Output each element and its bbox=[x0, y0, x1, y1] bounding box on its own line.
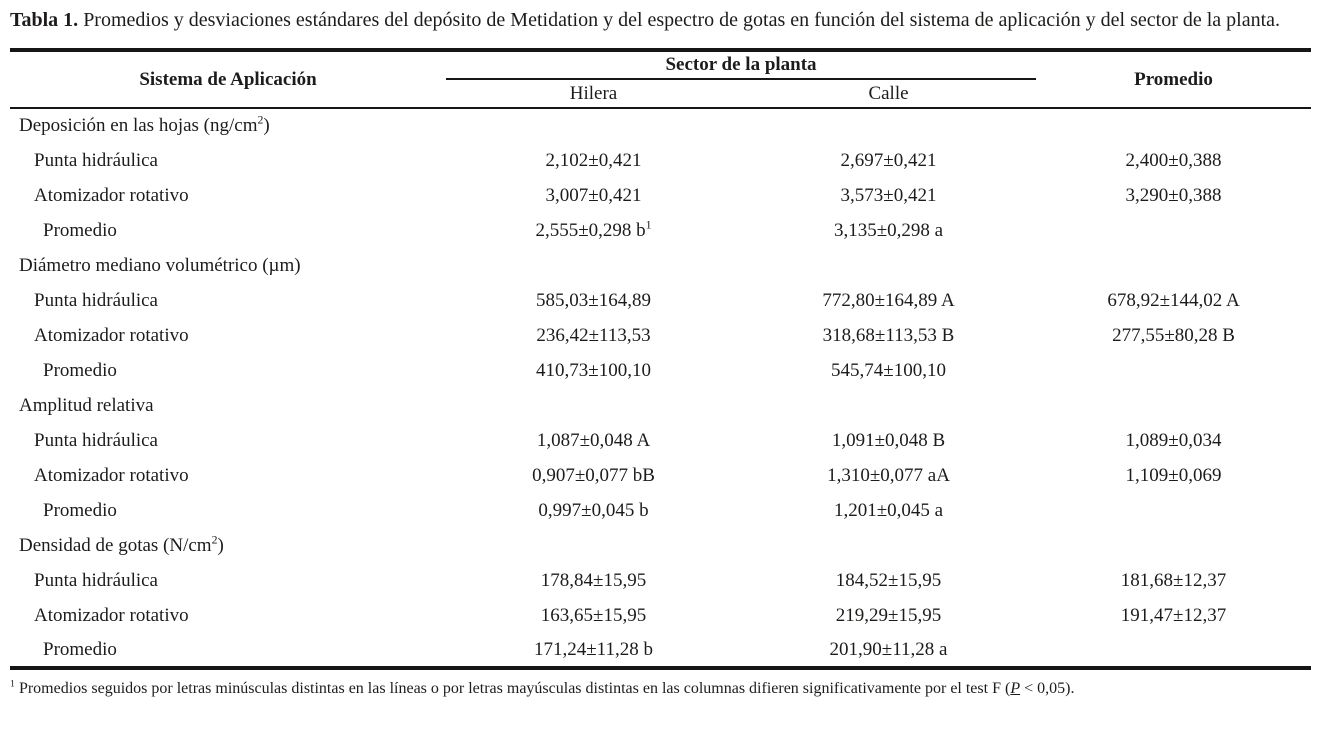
table-row: Atomizador rotativo 3,007±0,421 3,573±0,42… bbox=[10, 178, 1311, 213]
table-caption-label: Tabla 1. bbox=[10, 9, 79, 31]
value-cell-calle: 2,697±0,421 bbox=[840, 149, 937, 171]
value-cell-promedio bbox=[1036, 213, 1311, 248]
value-cell-hilera: 2,555±0,298 b1 bbox=[535, 218, 652, 241]
column-header-calle: Calle bbox=[868, 82, 909, 104]
row-label: Punta hidráulica bbox=[34, 149, 158, 171]
value-cell-hilera: 2,102±0,421 bbox=[545, 149, 642, 171]
value-cell-calle: 1,310±0,077 aA bbox=[827, 464, 950, 486]
value-cell-calle: 201,90±11,28 a bbox=[829, 638, 948, 660]
row-label: Promedio bbox=[43, 359, 117, 381]
value-cell-promedio: 181,68±12,37 bbox=[1120, 569, 1227, 591]
value-cell-promedio bbox=[1036, 493, 1311, 528]
value-cell-promedio bbox=[1036, 633, 1311, 668]
table-header: Sistema de Aplicación Sector de la plant… bbox=[10, 50, 1311, 108]
table-row: Promedio 171,24±11,28 b 201,90±11,28 a bbox=[10, 633, 1311, 668]
value-cell-hilera: 163,65±15,95 bbox=[540, 604, 647, 626]
column-header-sector: Sector de la planta bbox=[446, 50, 1036, 80]
table-row: Atomizador rotativo 0,907±0,077 bB 1,310±0… bbox=[10, 458, 1311, 493]
table-caption-text: Promedios y desviaciones estándares del … bbox=[78, 9, 1281, 31]
value-cell-calle: 318,68±113,53 B bbox=[822, 324, 955, 346]
section-header-row: Deposición en las hojas (ng/cm2) bbox=[10, 108, 1311, 143]
value-cell-promedio: 678,92±144,02 A bbox=[1107, 289, 1240, 311]
column-header-promedio: Promedio bbox=[1134, 68, 1213, 90]
section-title: Densidad de gotas (N/cm2) bbox=[19, 533, 224, 556]
section-header-row: Diámetro mediano volumétrico (µm) bbox=[10, 248, 1311, 283]
value-cell-hilera: 171,24±11,28 b bbox=[534, 638, 653, 660]
data-table: Sistema de Aplicación Sector de la plant… bbox=[10, 48, 1311, 670]
section-header-row: Amplitud relativa bbox=[10, 388, 1311, 423]
table-row: Punta hidráulica 585,03±164,89 772,80±164,… bbox=[10, 283, 1311, 318]
row-label: Punta hidráulica bbox=[34, 429, 158, 451]
value-cell-hilera: 585,03±164,89 bbox=[536, 289, 651, 311]
table-row: Atomizador rotativo 236,42±113,53 318,68±1… bbox=[10, 318, 1311, 353]
footnote-marker: 1 bbox=[10, 678, 15, 690]
value-cell-hilera: 0,997±0,045 b bbox=[538, 499, 649, 521]
row-label: Atomizador rotativo bbox=[34, 324, 189, 346]
column-header-sistema: Sistema de Aplicación bbox=[139, 68, 317, 90]
row-label: Promedio bbox=[43, 499, 117, 521]
value-cell-hilera: 0,907±0,077 bB bbox=[532, 464, 655, 486]
column-header-hilera: Hilera bbox=[569, 82, 618, 104]
table-caption: Tabla 1. Promedios y desviaciones estánd… bbox=[10, 7, 1311, 33]
table-row: Promedio 0,997±0,045 b 1,201±0,045 a bbox=[10, 493, 1311, 528]
footnote-text: Promedios seguidos por letras minúsculas… bbox=[14, 680, 1011, 697]
value-cell-calle: 3,573±0,421 bbox=[840, 184, 937, 206]
value-cell-promedio: 1,109±0,069 bbox=[1125, 464, 1222, 486]
table-row: Punta hidráulica 178,84±15,95 184,52±15,95… bbox=[10, 563, 1311, 598]
value-cell-calle: 184,52±15,95 bbox=[835, 569, 942, 591]
header-row-sub: Hilera Calle bbox=[10, 79, 1311, 108]
value-cell-hilera: 3,007±0,421 bbox=[545, 184, 642, 206]
value-cell-calle: 545,74±100,10 bbox=[831, 359, 946, 381]
row-label: Punta hidráulica bbox=[34, 569, 158, 591]
table-body: Deposición en las hojas (ng/cm2) Punta hi… bbox=[10, 108, 1311, 668]
value-cell-hilera: 1,087±0,048 A bbox=[536, 429, 651, 451]
value-cell-promedio: 1,089±0,034 bbox=[1125, 429, 1222, 451]
value-cell-promedio: 277,55±80,28 B bbox=[1112, 324, 1235, 346]
section-title: Amplitud relativa bbox=[19, 394, 154, 416]
row-label: Atomizador rotativo bbox=[34, 184, 189, 206]
value-cell-hilera: 236,42±113,53 bbox=[536, 324, 651, 346]
value-cell-calle: 219,29±15,95 bbox=[835, 604, 942, 626]
header-row-group: Sistema de Aplicación Sector de la plant… bbox=[10, 50, 1311, 90]
row-label: Punta hidráulica bbox=[34, 289, 158, 311]
footnote-p-symbol: P bbox=[1010, 680, 1021, 697]
superscript: 2 bbox=[211, 533, 218, 547]
section-title: Diámetro mediano volumétrico (µm) bbox=[19, 254, 301, 276]
value-cell-promedio: 191,47±12,37 bbox=[1120, 604, 1227, 626]
value-cell-promedio: 2,400±0,388 bbox=[1125, 149, 1222, 171]
value-cell-promedio bbox=[1036, 353, 1311, 388]
value-cell-calle: 1,091±0,048 B bbox=[831, 429, 946, 451]
row-label: Atomizador rotativo bbox=[34, 464, 189, 486]
value-cell-hilera: 410,73±100,10 bbox=[536, 359, 651, 381]
superscript: 1 bbox=[645, 218, 652, 232]
section-header-row: Densidad de gotas (N/cm2) bbox=[10, 528, 1311, 563]
footnote: 1 Promedios seguidos por letras minúscul… bbox=[10, 679, 1311, 699]
table-row: Promedio 410,73±100,10 545,74±100,10 bbox=[10, 353, 1311, 388]
superscript: 2 bbox=[257, 113, 264, 127]
value-cell-calle: 772,80±164,89 A bbox=[822, 289, 955, 311]
footnote-text-end: < 0,05). bbox=[1020, 680, 1075, 697]
row-label: Promedio bbox=[43, 219, 117, 241]
value-cell-promedio: 3,290±0,388 bbox=[1125, 184, 1222, 206]
table-row: Promedio 2,555±0,298 b1 3,135±0,298 a bbox=[10, 213, 1311, 248]
table-row: Punta hidráulica 2,102±0,421 2,697±0,421 2,… bbox=[10, 143, 1311, 178]
table-row: Atomizador rotativo 163,65±15,95 219,29±15… bbox=[10, 598, 1311, 633]
table-row: Punta hidráulica 1,087±0,048 A 1,091±0,048… bbox=[10, 423, 1311, 458]
value-cell-calle: 3,135±0,298 a bbox=[833, 219, 944, 241]
value-cell-calle: 1,201±0,045 a bbox=[833, 499, 944, 521]
row-label: Promedio bbox=[43, 638, 117, 660]
section-title: Deposición en las hojas (ng/cm2) bbox=[19, 113, 270, 136]
value-cell-hilera: 178,84±15,95 bbox=[540, 569, 647, 591]
row-label: Atomizador rotativo bbox=[34, 604, 189, 626]
